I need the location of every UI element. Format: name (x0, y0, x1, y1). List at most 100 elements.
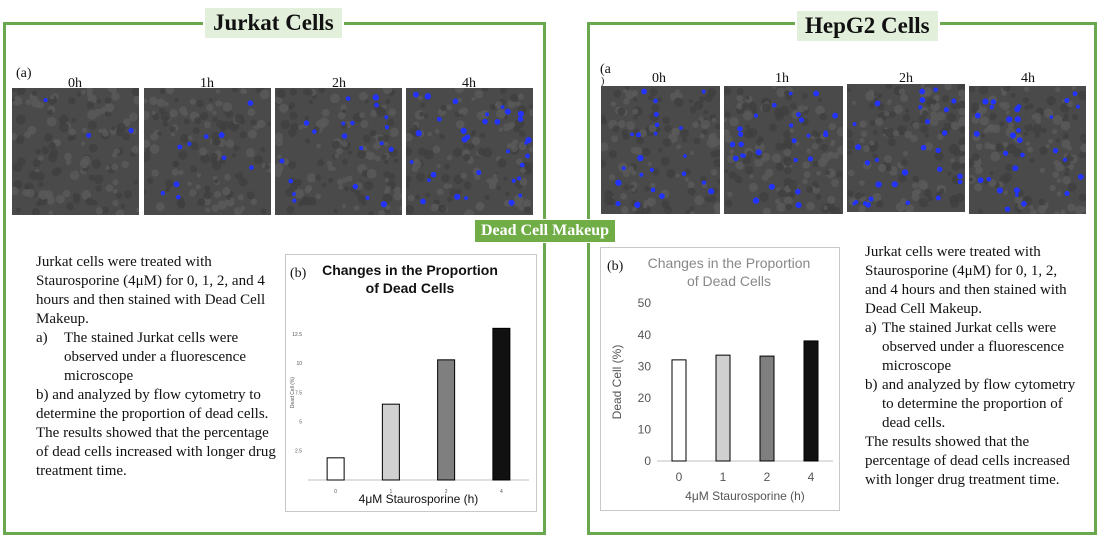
stained-nucleus (420, 198, 426, 205)
cell-shadow (749, 174, 754, 179)
stained-nucleus (500, 105, 505, 109)
cell-shadow (288, 128, 297, 137)
cell-shadow (211, 204, 220, 212)
cell-shadow (783, 157, 788, 162)
cell-shadow (1024, 104, 1030, 110)
cell-shadow (144, 110, 150, 120)
cell-shadow (969, 86, 976, 93)
cell-shadow (803, 171, 811, 179)
stained-nucleus (874, 100, 881, 107)
cell-shadow (860, 193, 866, 198)
stained-nucleus (807, 156, 814, 162)
cell-shadow (326, 160, 333, 167)
cell-shadow (347, 150, 353, 155)
cell-shadow (829, 206, 836, 213)
cell-shadow (895, 202, 906, 212)
y-tick-label: 2.5 (295, 449, 302, 455)
cell-shadow (724, 117, 728, 122)
cell-shadow (165, 187, 171, 193)
stained-nucleus (505, 149, 511, 154)
cell-shadow (48, 210, 54, 215)
right-timepoint-1h: 1h (775, 71, 789, 86)
cell-shadow (88, 143, 98, 153)
stained-nucleus (1003, 150, 1009, 156)
cell-shadow (823, 205, 828, 211)
stained-nucleus (352, 183, 359, 190)
stained-nucleus (173, 181, 180, 188)
cell-shadow (958, 89, 965, 98)
hepg2-text-b-marker: b) (865, 377, 878, 393)
stained-nucleus (753, 113, 759, 118)
cell-shadow (1065, 167, 1070, 172)
stained-nucleus (729, 141, 736, 148)
cell-shadow (797, 105, 806, 113)
jurkat-text-a: a) The stained Jurkat cells were observe… (36, 329, 276, 386)
cell-shadow (936, 185, 942, 191)
cell-shadow (169, 109, 178, 118)
cell-shadow (412, 159, 422, 169)
cell-shadow (123, 190, 133, 199)
cell-shadow (12, 96, 23, 106)
cell-shadow (971, 102, 980, 112)
cell-shadow (146, 177, 154, 184)
cell-shadow (775, 142, 784, 151)
cell-shadow (1055, 161, 1065, 172)
cell-shadow (476, 111, 485, 120)
cell-shadow (367, 151, 376, 161)
cell-shadow (859, 138, 865, 144)
cell-shadow (384, 159, 389, 165)
cell-shadow (651, 104, 660, 112)
cell-shadow (1006, 143, 1017, 154)
hepg2-micrograph-2h (847, 84, 965, 212)
cell-shadow (96, 99, 102, 104)
stained-nucleus (936, 166, 943, 172)
stained-nucleus (935, 195, 941, 201)
y-tick-label: 7.5 (295, 390, 302, 396)
stained-nucleus (737, 126, 743, 132)
cell-shadow (110, 126, 116, 131)
cell-shadow (885, 84, 893, 89)
cell-shadow (898, 88, 906, 95)
stained-nucleus (793, 157, 798, 163)
cell-shadow (1033, 112, 1042, 121)
cell-shadow (162, 121, 169, 127)
cell-shadow (457, 97, 463, 103)
cell-shadow (910, 134, 918, 143)
cell-shadow (777, 189, 786, 198)
stained-nucleus (933, 87, 938, 92)
stained-nucleus (681, 171, 687, 177)
stained-nucleus (409, 159, 414, 164)
cell-shadow (524, 162, 533, 171)
cell-shadow (816, 170, 822, 176)
cell-shadow (467, 143, 475, 150)
stained-nucleus (288, 178, 294, 184)
cell-shadow (224, 173, 231, 181)
cell-shadow (17, 157, 26, 166)
cell-shadow (831, 171, 836, 176)
hepg2-text-intro: Jurkat cells were treated with Staurospo… (865, 244, 1067, 317)
cell-shadow (931, 99, 937, 105)
x-tick-label: 0 (676, 470, 683, 484)
cell-shadow (724, 199, 733, 208)
cell-shadow (978, 86, 989, 95)
cell-shadow (27, 125, 37, 135)
cell-shadow (95, 207, 104, 215)
stained-nucleus (771, 102, 777, 108)
cell-shadow (676, 144, 682, 150)
cell-shadow (322, 182, 327, 188)
cell-shadow (319, 117, 329, 127)
cell-shadow (46, 116, 57, 127)
cell-shadow (1060, 120, 1071, 131)
bar-1 (715, 354, 731, 462)
cell-shadow (1001, 90, 1008, 97)
cell-shadow (214, 190, 222, 198)
y-tick-label: 10 (638, 423, 652, 437)
cell-shadow (519, 178, 528, 186)
cell-shadow (627, 166, 634, 173)
cell-shadow (26, 188, 35, 198)
bar-1 (381, 403, 400, 481)
cell-shadow (384, 178, 389, 183)
cell-shadow (1054, 211, 1060, 214)
cell-shadow (1039, 146, 1048, 156)
stained-nucleus (380, 201, 388, 208)
